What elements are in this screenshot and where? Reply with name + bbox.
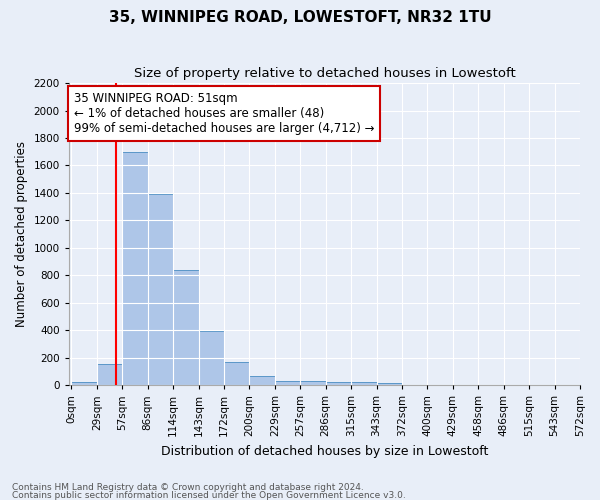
Y-axis label: Number of detached properties: Number of detached properties (15, 141, 28, 327)
Text: 35 WINNIPEG ROAD: 51sqm
← 1% of detached houses are smaller (48)
99% of semi-det: 35 WINNIPEG ROAD: 51sqm ← 1% of detached… (74, 92, 374, 135)
Text: Contains public sector information licensed under the Open Government Licence v3: Contains public sector information licen… (12, 490, 406, 500)
Bar (122, 152, 148, 385)
Bar (300, 381, 326, 385)
Bar (199, 332, 224, 385)
Bar (224, 362, 250, 385)
Bar (97, 364, 122, 385)
Title: Size of property relative to detached houses in Lowestoft: Size of property relative to detached ho… (134, 68, 515, 80)
Bar (250, 376, 275, 385)
Text: Contains HM Land Registry data © Crown copyright and database right 2024.: Contains HM Land Registry data © Crown c… (12, 484, 364, 492)
Bar (326, 382, 351, 385)
Text: 35, WINNIPEG ROAD, LOWESTOFT, NR32 1TU: 35, WINNIPEG ROAD, LOWESTOFT, NR32 1TU (109, 10, 491, 25)
Bar (148, 194, 173, 385)
Bar (275, 381, 300, 385)
Bar (377, 383, 402, 385)
Bar (351, 382, 377, 385)
Bar (173, 270, 199, 385)
X-axis label: Distribution of detached houses by size in Lowestoft: Distribution of detached houses by size … (161, 444, 488, 458)
Bar (71, 382, 97, 385)
